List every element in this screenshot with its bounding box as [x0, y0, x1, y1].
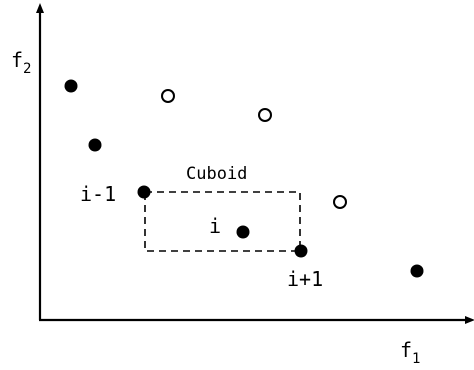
- filled-point-current: [236, 225, 250, 239]
- x-axis-label: f1: [400, 338, 420, 367]
- hollow-point: [333, 195, 347, 209]
- cuboid-rectangle: [144, 191, 301, 252]
- point-label-prev: i-1: [80, 182, 116, 206]
- hollow-point: [258, 108, 272, 122]
- cuboid-label: Cuboid: [186, 164, 247, 184]
- hollow-point: [161, 89, 175, 103]
- filled-point-next: [294, 244, 308, 258]
- y-axis-label-sub: 2: [23, 61, 31, 77]
- x-axis-label-main: f: [400, 338, 412, 362]
- y-axis-label-main: f: [11, 48, 23, 72]
- point-label-next: i+1: [287, 267, 323, 291]
- y-axis-label: f2: [11, 48, 31, 77]
- x-axis-label-sub: 1: [412, 351, 420, 367]
- filled-point: [88, 138, 102, 152]
- filled-point-prev: [137, 185, 151, 199]
- filled-point: [410, 264, 424, 278]
- filled-point: [64, 79, 78, 93]
- point-label-current: i: [209, 214, 221, 238]
